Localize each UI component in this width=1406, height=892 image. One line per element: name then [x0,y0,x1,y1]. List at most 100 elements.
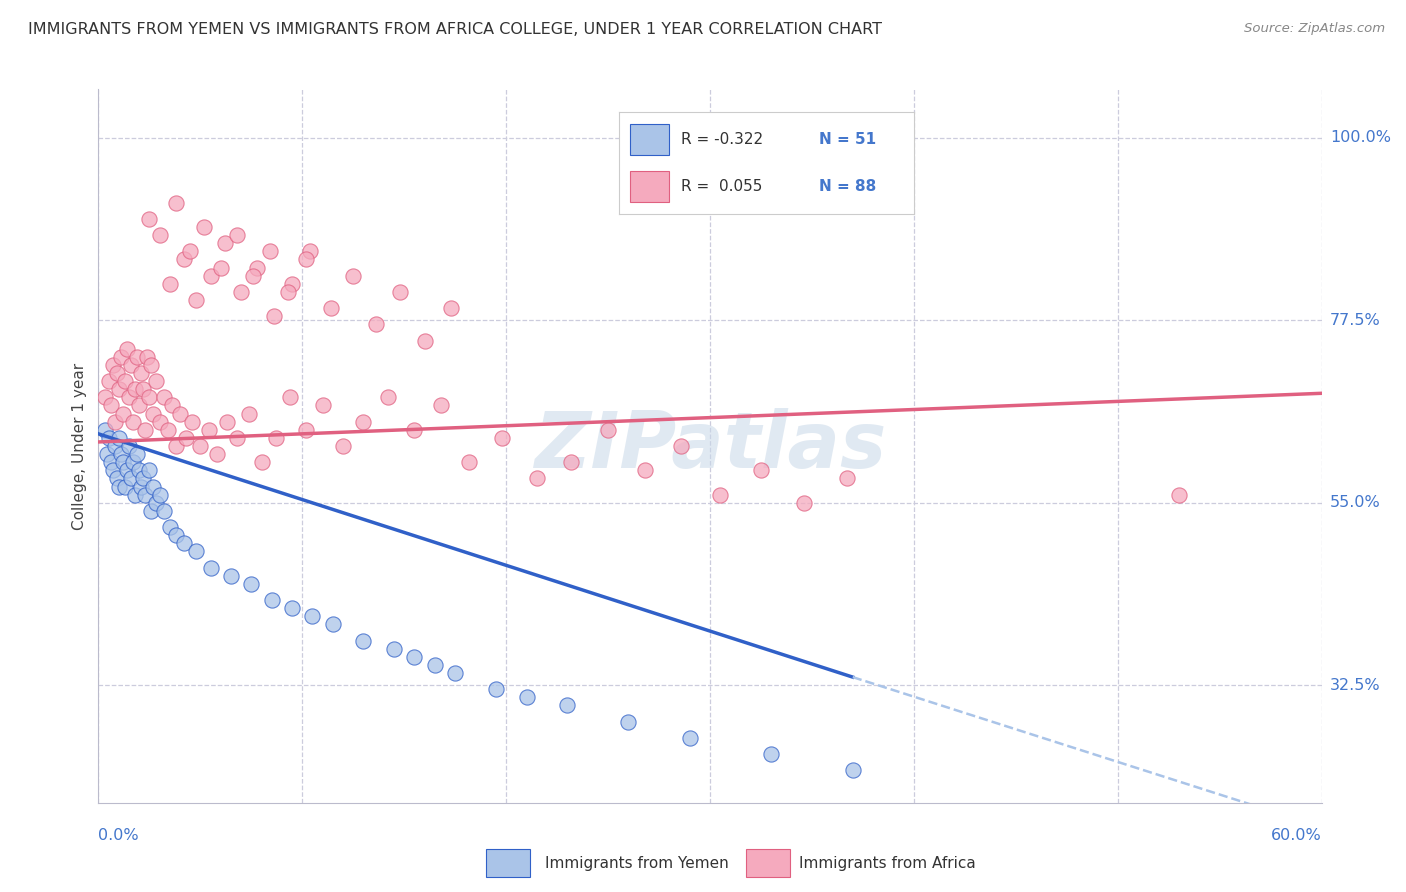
Point [134,488,156,502]
Point [761,747,783,761]
Bar [747,849,790,877]
Point [259,244,281,259]
Point [129,366,152,380]
Point [111,407,134,421]
Point [342,268,364,283]
Point [382,641,405,656]
Point [238,407,260,421]
Point [114,374,136,388]
Point [671,439,693,453]
Text: 77.5%: 77.5% [1330,313,1381,327]
Point [263,310,285,324]
Point [240,577,263,591]
Point [250,455,273,469]
Point [156,423,179,437]
Point [277,285,299,299]
Point [152,390,174,404]
Point [458,455,481,469]
Point [352,415,374,429]
Point [100,455,122,469]
Text: 60.0%: 60.0% [1271,828,1322,843]
Text: 32.5%: 32.5% [1330,678,1381,693]
Point [491,431,513,445]
Point [173,252,195,267]
Point [104,415,127,429]
Point [97,431,120,445]
Point [149,415,172,429]
Point [110,350,132,364]
Point [127,447,149,461]
Point [115,463,138,477]
Point [295,252,318,267]
Point [516,690,538,705]
Point [440,301,463,315]
Point [149,228,172,243]
Point [142,479,165,493]
Point [301,609,323,624]
Point [200,560,222,574]
Point [129,479,152,493]
Point [160,399,183,413]
Point [141,504,163,518]
Point [104,439,127,453]
Point [165,439,187,453]
Point [404,649,426,664]
Point [377,390,399,404]
Point [193,220,215,235]
Point [124,488,146,502]
Point [312,399,335,413]
Text: 0.0%: 0.0% [98,828,139,843]
Point [352,633,374,648]
Point [423,657,446,672]
Point [281,277,304,291]
Bar [486,849,530,877]
Point [242,268,264,283]
Text: Immigrants from Yemen: Immigrants from Yemen [546,855,728,871]
Point [319,301,342,315]
Point [679,731,702,745]
Point [226,431,249,445]
Point [120,471,142,485]
Point [197,423,219,437]
Point [122,455,145,469]
Point [186,293,208,307]
Point [118,439,141,453]
Point [526,471,548,485]
Point [295,423,318,437]
Point [120,358,142,372]
Point [215,415,238,429]
Point [299,244,322,259]
Point [389,285,412,299]
Text: N = 88: N = 88 [820,179,877,194]
Point [260,593,283,607]
Point [709,488,731,502]
Point [169,407,191,421]
Text: Source: ZipAtlas.com: Source: ZipAtlas.com [1244,22,1385,36]
Point [226,228,249,243]
Point [209,260,232,275]
Point [165,195,187,210]
Point [264,431,287,445]
Point [141,358,163,372]
Point [149,488,172,502]
Point [122,415,145,429]
Point [101,358,124,372]
Point [165,528,187,542]
Y-axis label: College, Under 1 year: College, Under 1 year [72,362,87,530]
Point [598,423,620,437]
Point [108,431,131,445]
Point [108,479,131,493]
Point [97,374,120,388]
Point [132,382,155,396]
Point [124,382,146,396]
Bar [630,171,669,202]
Point [145,374,167,388]
Point [110,447,132,461]
Point [134,423,156,437]
Point [93,423,115,437]
Point [186,544,208,558]
Point [281,601,304,615]
Point [127,350,149,364]
Point [96,447,118,461]
Point [835,471,858,485]
